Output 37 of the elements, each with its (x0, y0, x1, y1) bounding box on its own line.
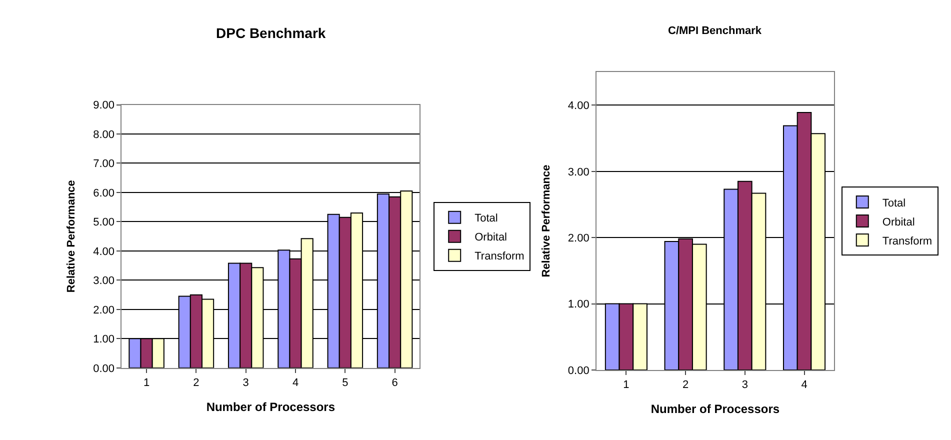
legend-label: Orbital (882, 216, 915, 228)
chart-title: C/MPI Benchmark (668, 25, 762, 37)
y-tick-label: 3.00 (93, 275, 115, 288)
y-tick-label: 8.00 (93, 128, 115, 141)
y-tick-label: 6.00 (93, 187, 115, 200)
y-tick-label: 1.00 (93, 334, 115, 346)
x-tick-label: 5 (342, 377, 348, 390)
y-tick-label: 0.00 (568, 364, 590, 377)
x-tick-label: 1 (623, 379, 630, 392)
legend-label: Orbital (474, 232, 508, 244)
y-axis-title: Relative Performance (540, 164, 553, 278)
legend-label: Transform (882, 235, 932, 248)
x-tick-label: 4 (292, 377, 299, 390)
chart-title: DPC Benchmark (216, 25, 326, 41)
y-tick-label: 5.00 (93, 216, 115, 229)
y-tick-label: 7.00 (93, 158, 115, 170)
y-tick-label: 2.00 (568, 232, 590, 244)
x-tick-label: 3 (242, 377, 249, 390)
y-tick-label: 4.00 (568, 100, 590, 112)
x-axis-title: Number of Processors (206, 400, 336, 414)
y-tick-label: 3.00 (568, 166, 590, 178)
y-tick-label: 0.00 (93, 362, 115, 375)
x-tick-label: 3 (742, 379, 748, 392)
x-tick-label: 4 (801, 379, 808, 392)
y-axis-title: Relative Performance (66, 180, 78, 293)
y-tick-label: 1.00 (568, 298, 590, 311)
x-tick-label: 6 (392, 377, 398, 390)
legend-label: Total (882, 197, 906, 210)
x-tick-label: 2 (193, 377, 200, 390)
x-tick-label: 2 (682, 379, 689, 392)
x-axis-title: Number of Processors (650, 402, 780, 416)
legend-label: Total (474, 212, 498, 225)
y-tick-label: 4.00 (93, 246, 115, 258)
legend-label: Transform (474, 250, 524, 263)
y-tick-label: 9.00 (93, 100, 115, 112)
x-tick-label: 1 (143, 377, 150, 390)
y-tick-label: 2.00 (93, 304, 115, 316)
